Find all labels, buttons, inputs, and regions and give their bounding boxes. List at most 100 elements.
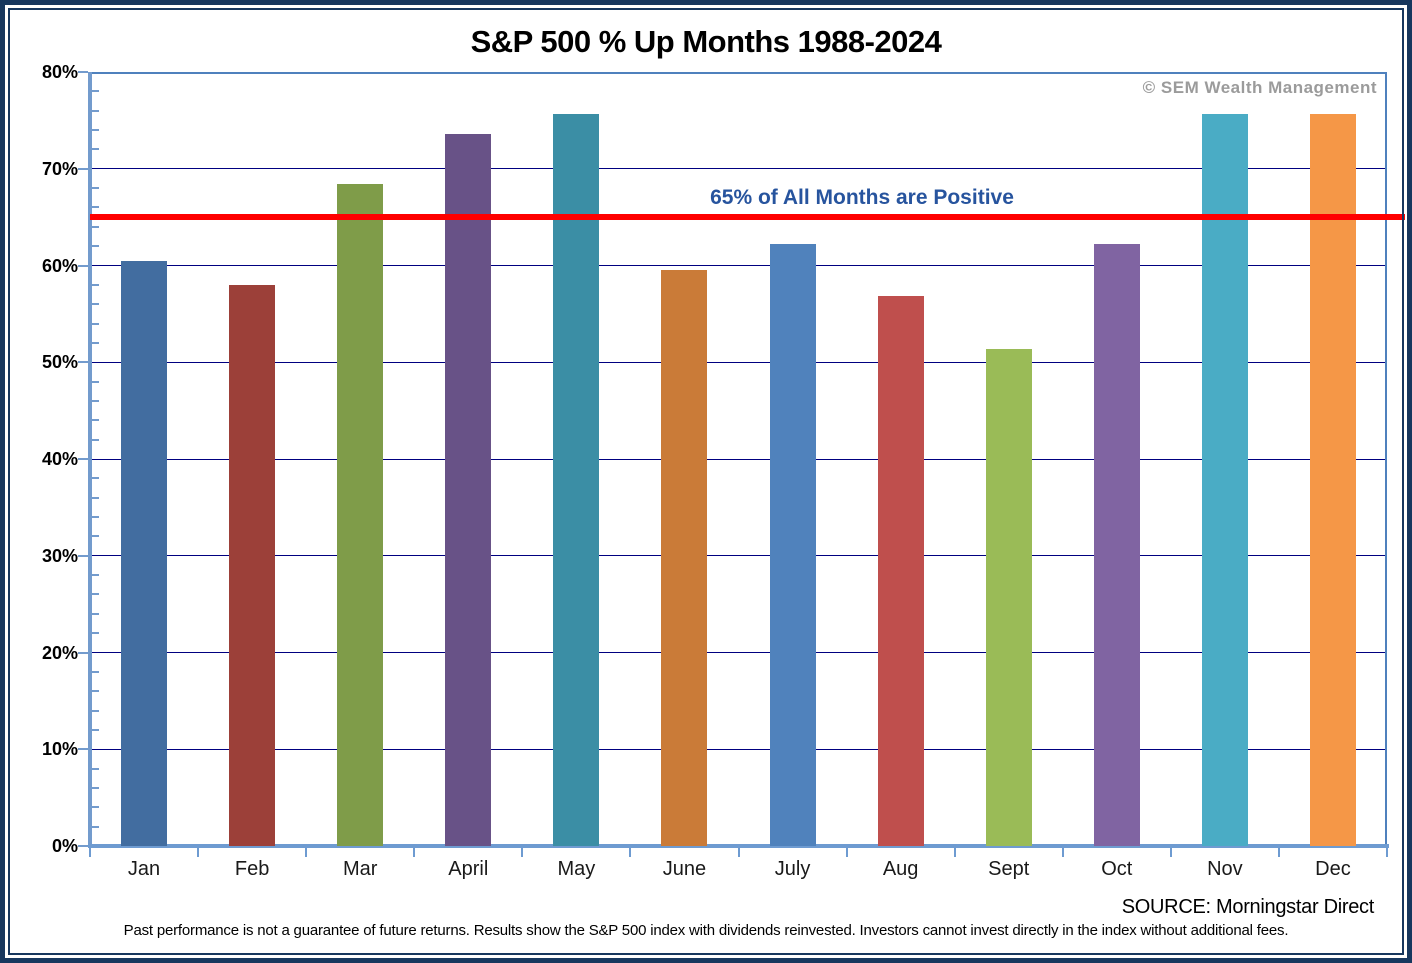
x-axis-label-feb: Feb [234, 858, 270, 880]
plot-border-right [1385, 72, 1387, 846]
y-axis-label: 60% [41, 255, 78, 276]
x-axis-tick [737, 848, 740, 857]
y-axis-label: 70% [41, 158, 78, 179]
y-axis-major-tick [78, 458, 88, 460]
y-axis-minor-tick [92, 670, 99, 673]
source-label: SOURCE: Morningstar Direct [1121, 896, 1375, 918]
bar-aug [877, 296, 924, 846]
bar-chart-plot-area [78, 71, 1389, 857]
y-axis-minor-tick [92, 477, 99, 480]
x-axis-label-oct: Oct [1101, 858, 1133, 880]
y-axis-minor-tick [92, 129, 99, 132]
x-axis-tick [1061, 848, 1064, 857]
y-axis-minor-tick [92, 632, 99, 635]
y-axis-minor-tick [92, 399, 99, 402]
y-axis-minor-tick [92, 612, 99, 615]
gridline-20-percent [92, 652, 1385, 653]
y-axis-minor-tick [92, 728, 99, 731]
y-axis-minor-tick [92, 245, 99, 248]
x-axis-tick [1386, 848, 1388, 857]
x-axis-label-june: June [662, 858, 707, 880]
bar-june [661, 270, 708, 846]
y-axis-minor-tick [92, 90, 99, 93]
x-axis-tick [197, 848, 200, 857]
x-axis-tick [1169, 848, 1172, 857]
y-axis-major-tick [78, 71, 88, 73]
y-axis-minor-tick [92, 148, 99, 151]
bar-july [769, 244, 816, 846]
y-axis-minor-tick [92, 341, 99, 344]
y-axis-label: 80% [41, 62, 78, 82]
y-axis-minor-tick [92, 516, 99, 519]
y-axis-minor-tick [92, 535, 99, 538]
y-axis-label: 20% [41, 642, 78, 663]
x-axis-label-sept: Sept [988, 858, 1030, 880]
y-axis-major-tick [78, 845, 88, 847]
gridline-30-percent [92, 555, 1385, 557]
chart-title: S&P 500 % Up Months 1988-2024 [470, 24, 942, 59]
y-axis-minor-tick [92, 109, 99, 112]
x-axis-label-july: July [774, 858, 811, 880]
y-axis-major-tick [78, 264, 88, 267]
y-axis-minor-tick [92, 806, 99, 809]
y-axis-minor-tick [92, 419, 99, 422]
y-axis-minor-tick [92, 574, 99, 577]
gridline-10-percent [92, 748, 1385, 750]
y-axis-label: 30% [41, 545, 78, 566]
x-axis-label-april: April [448, 858, 489, 880]
y-axis-major-tick [78, 361, 88, 364]
gridline-40-percent [92, 458, 1385, 460]
gridline-70-percent [92, 168, 1385, 170]
bar-may [553, 113, 600, 846]
y-axis-line [88, 72, 92, 846]
x-axis-line [88, 844, 1389, 848]
y-axis-minor-tick [92, 206, 99, 209]
bar-nov [1201, 113, 1248, 846]
x-axis-label-nov: Nov [1207, 858, 1243, 880]
x-axis-tick [629, 848, 632, 857]
gridline-50-percent [92, 361, 1385, 363]
bar-mar [337, 184, 384, 846]
x-axis-tick [89, 848, 91, 857]
y-axis-minor-tick [92, 786, 99, 789]
reference-line-label: 65% of All Months are Positive [710, 186, 1014, 209]
plot-border-top [90, 72, 1387, 74]
y-axis-minor-tick [92, 593, 99, 596]
gridline-60-percent [92, 265, 1385, 266]
y-axis-minor-tick [92, 690, 99, 693]
bar-feb [229, 284, 276, 846]
y-axis-minor-tick [92, 380, 99, 383]
x-axis-tick [953, 848, 956, 857]
bar-jan [121, 260, 168, 846]
y-axis-minor-tick [92, 825, 99, 828]
x-axis-label-dec: Dec [1315, 858, 1351, 880]
y-axis-minor-tick [92, 187, 99, 190]
y-axis-minor-tick [92, 303, 99, 306]
x-axis-label-jan: Jan [127, 858, 161, 880]
bar-sept [985, 348, 1032, 846]
y-axis-label: 0% [51, 836, 78, 856]
x-axis-tick [413, 848, 416, 857]
y-axis-major-tick [78, 554, 88, 557]
x-axis-tick [521, 848, 524, 857]
y-axis-minor-tick [92, 709, 99, 712]
x-axis-label-mar: Mar [342, 858, 378, 880]
x-axis-tick [305, 848, 308, 857]
disclaimer-text: Past performance is not a guarantee of f… [123, 922, 1289, 939]
y-axis-minor-tick [92, 767, 99, 770]
y-axis-minor-tick [92, 322, 99, 325]
y-axis-minor-tick [92, 225, 99, 228]
copyright-watermark: © SEM Wealth Management [1142, 78, 1377, 97]
bar-oct [1093, 244, 1140, 846]
y-axis-major-tick [78, 748, 88, 751]
y-axis-major-tick [78, 651, 88, 654]
x-axis-tick [1277, 848, 1280, 857]
y-axis-minor-tick [92, 496, 99, 499]
y-axis-minor-tick [92, 438, 99, 441]
y-axis-major-tick [78, 167, 88, 170]
bar-dec [1309, 113, 1356, 846]
bar-april [445, 133, 492, 846]
y-axis-label: 40% [41, 449, 78, 469]
y-axis-label: 50% [41, 352, 78, 373]
x-axis-label-may: May [557, 858, 596, 880]
